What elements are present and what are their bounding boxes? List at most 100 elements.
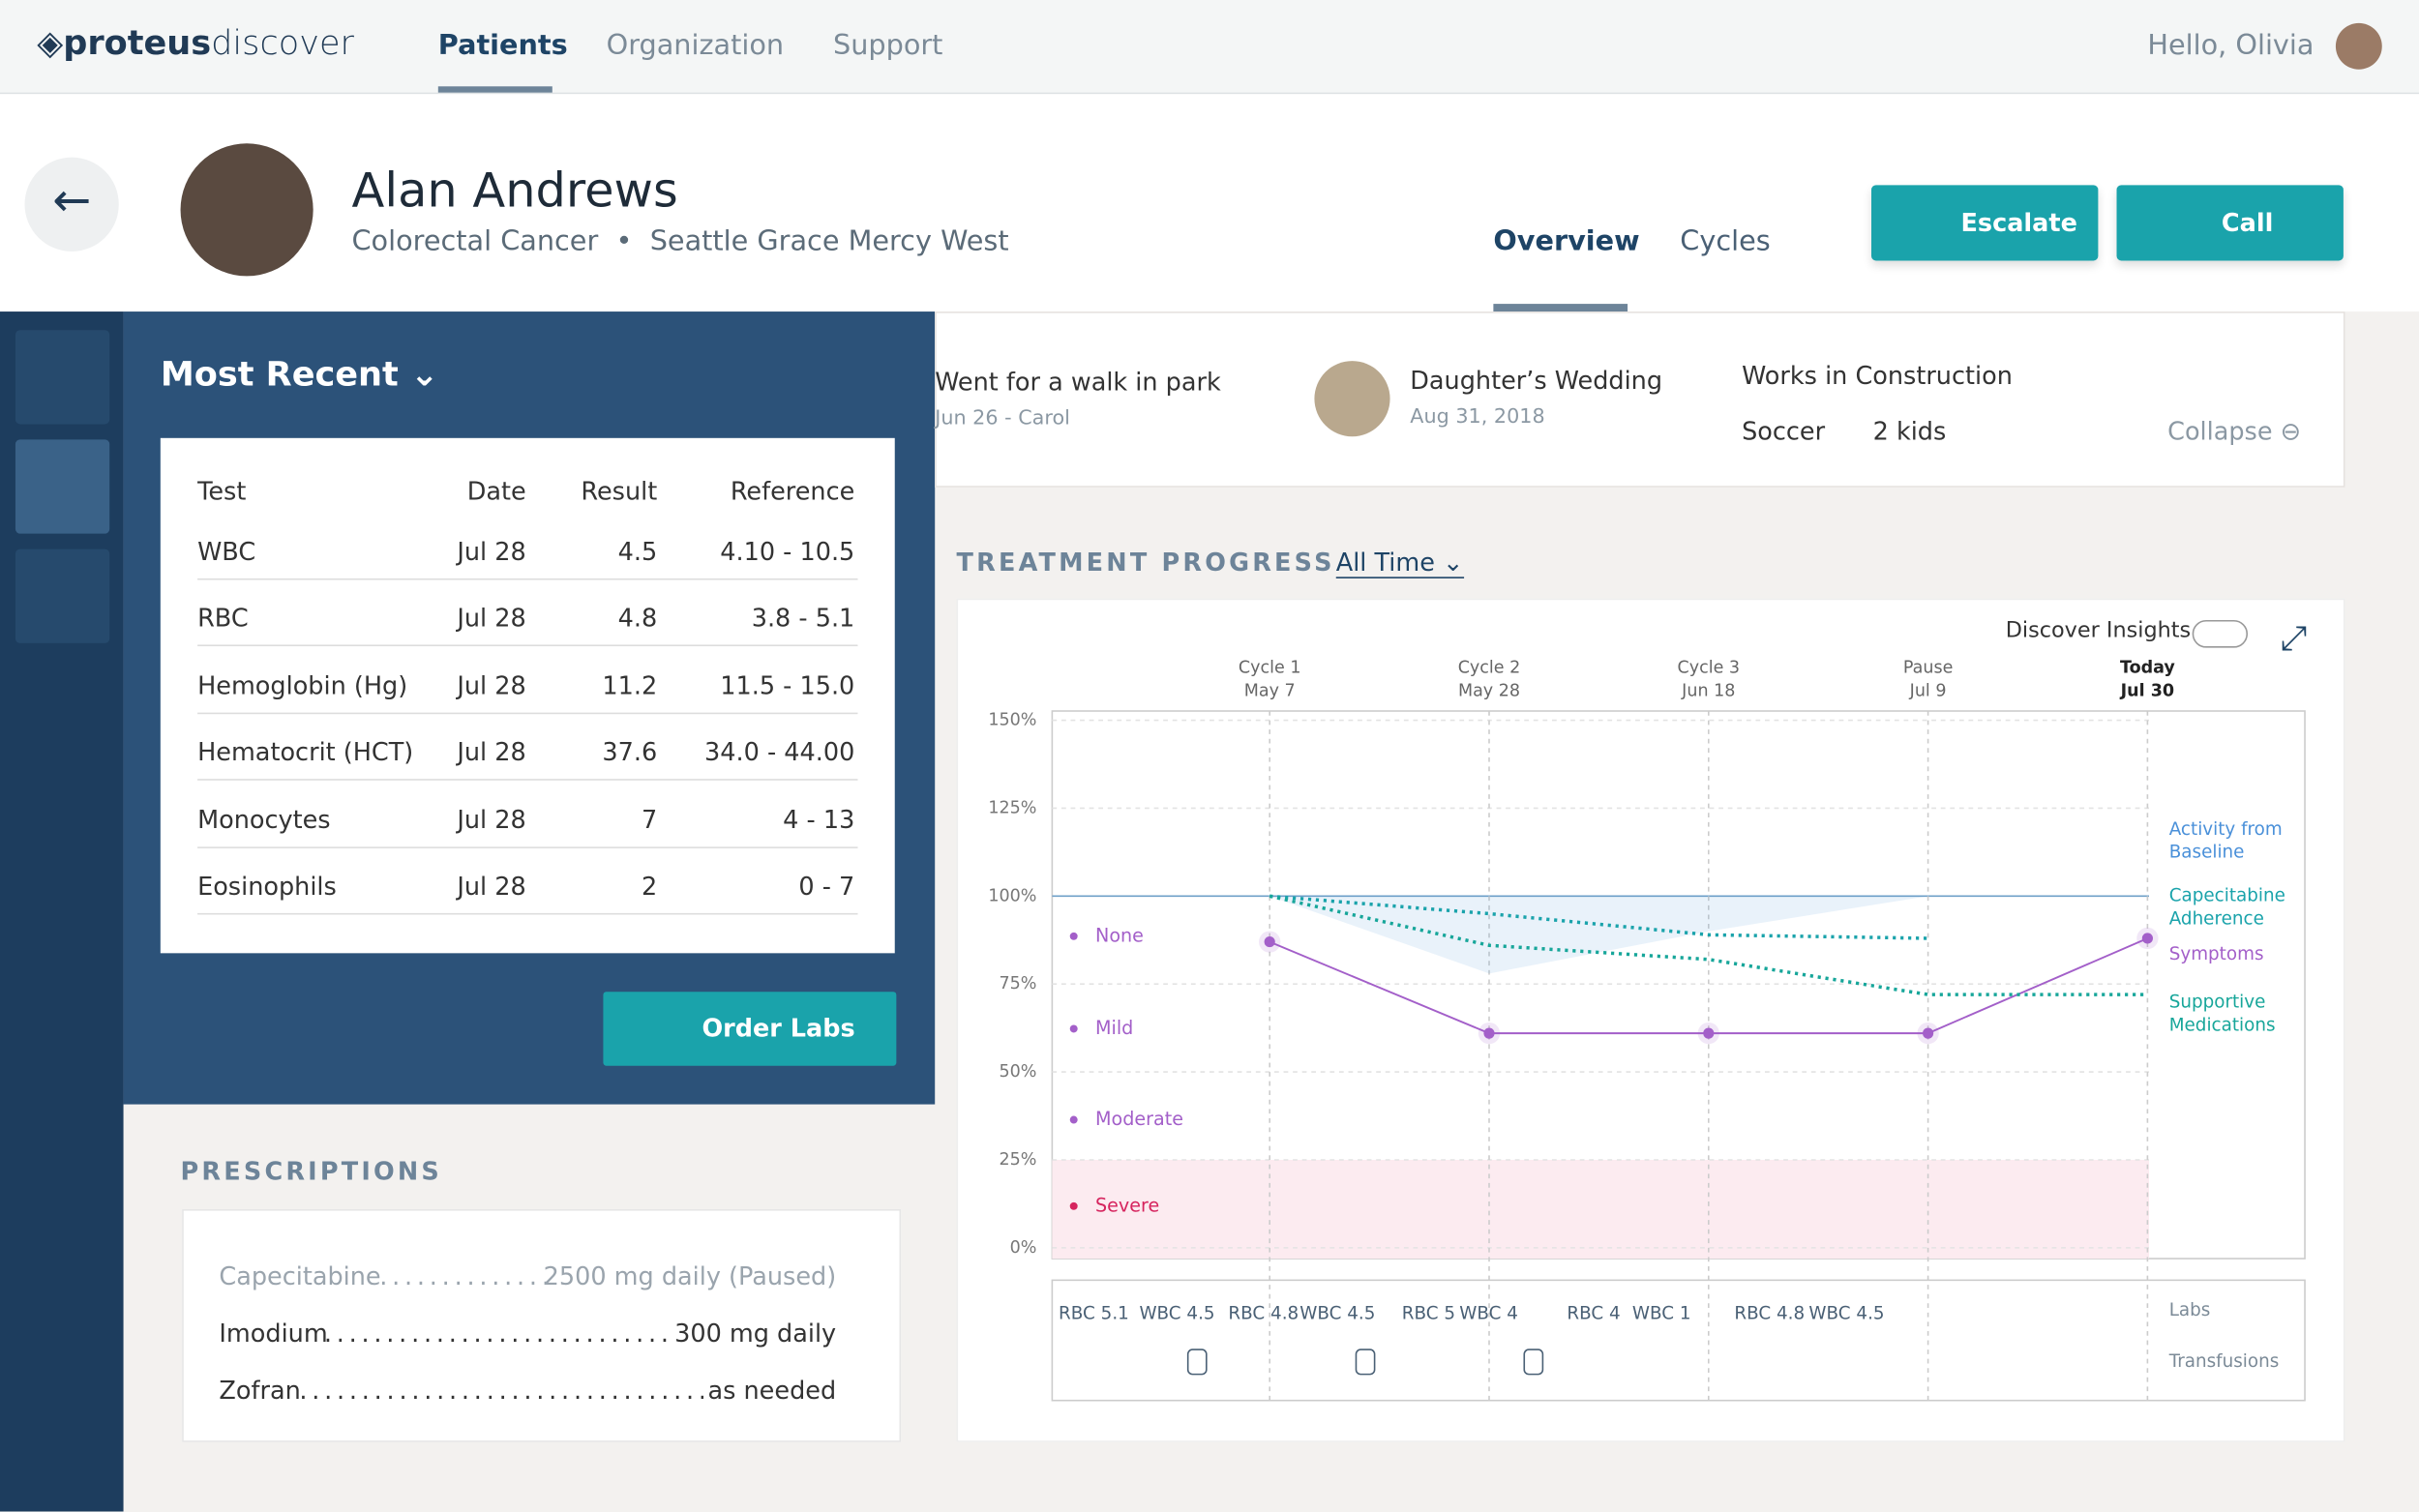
- note-text: Daughter’s Wedding: [1410, 365, 1663, 396]
- note-photo: [1314, 361, 1390, 437]
- nav-indicator: [437, 86, 552, 93]
- point: [1703, 1027, 1715, 1039]
- nav-link[interactable]: Support: [832, 29, 943, 62]
- lab-value: RBC 5.1: [1059, 1303, 1129, 1323]
- severity-dot: [1069, 1024, 1078, 1033]
- transfusion-icon: [1186, 1349, 1208, 1376]
- rx-dose: as needed: [707, 1376, 837, 1406]
- note-work: Works in Construction: [1742, 361, 2013, 391]
- toggle[interactable]: [2192, 619, 2249, 648]
- sidebar-item[interactable]: [15, 548, 110, 643]
- prescription-card: [182, 1209, 902, 1442]
- table-cell: Jul 28: [457, 536, 526, 567]
- table-cell: Jul 28: [457, 737, 526, 767]
- rx-name: Capecitabine: [219, 1261, 381, 1291]
- lab-value: RBC 4.8: [1734, 1303, 1805, 1323]
- table-cell: 34.0 - 44.00: [704, 737, 855, 767]
- table-cell: 11.5 - 15.0: [720, 670, 855, 700]
- transfusion-icon: [1523, 1349, 1544, 1376]
- collapse[interactable]: Collapse ⊖: [2167, 416, 2302, 446]
- rx-dose: 2500 mg daily (Paused): [543, 1261, 837, 1291]
- patient-info: Colorectal Cancer • Seattle Grace Mercy …: [351, 224, 1009, 258]
- rx-leader: ........................................…: [379, 1261, 549, 1291]
- cycle-date: Jul 30: [2120, 681, 2174, 700]
- cycle-date: Jul 9: [1909, 681, 1947, 700]
- y-tick-label: 150%: [988, 711, 1036, 730]
- severity-label: Moderate: [1095, 1108, 1183, 1130]
- y-tick-label: 50%: [999, 1062, 1036, 1082]
- table-cell: Jul 28: [457, 670, 526, 700]
- cycle-label: Cycle 3: [1678, 658, 1741, 677]
- legend-entry: Activity from Baseline: [2169, 819, 2283, 863]
- y-tick-label: 100%: [988, 886, 1036, 905]
- area: [1269, 896, 2148, 974]
- table-cell: Date: [466, 476, 526, 506]
- expand[interactable]: ⤢: [2280, 619, 2308, 659]
- table-cell: Result: [581, 476, 658, 506]
- tab[interactable]: Overview: [1493, 224, 1640, 258]
- row-divider: [197, 779, 858, 782]
- brand-bold: proteus: [63, 24, 212, 64]
- greeting: Hello, Olivia: [2147, 29, 2314, 62]
- button-label: Call: [2221, 208, 2274, 238]
- location: Seattle Grace Mercy West: [649, 224, 1009, 258]
- table-cell: 37.6: [602, 737, 658, 767]
- order-labs-button[interactable]: Order Labs: [603, 992, 897, 1066]
- row-label: Transfusions: [2168, 1351, 2280, 1372]
- sidebar-item[interactable]: [15, 330, 110, 425]
- cycle-label: Today: [2120, 658, 2175, 677]
- nav-link[interactable]: Organization: [606, 29, 785, 62]
- table-cell: Eosinophils: [197, 871, 337, 902]
- point: [1483, 1027, 1495, 1039]
- range-select[interactable]: All Time ⌄: [1335, 548, 1464, 578]
- tag: 2 kids: [1872, 416, 1947, 446]
- lab-value: WBC 4.5: [1808, 1303, 1884, 1323]
- table-cell: RBC: [197, 604, 249, 634]
- brand[interactable]: ◈proteusdiscover: [37, 24, 354, 64]
- severity-dot: [1069, 1201, 1078, 1210]
- labs-title[interactable]: Most Recent ⌄: [160, 356, 439, 396]
- nav-link[interactable]: Patients: [437, 29, 568, 62]
- table-cell: 2: [641, 871, 658, 902]
- range-label: All Time: [1335, 548, 1435, 578]
- table-cell: 0 - 7: [798, 871, 855, 902]
- table-cell: Reference: [730, 476, 855, 506]
- row-label: Labs: [2169, 1300, 2211, 1320]
- rx-leader: ........................................…: [323, 1319, 676, 1349]
- notes-card: [935, 311, 2345, 488]
- severe-band: [1052, 1159, 2149, 1260]
- labs-card: [160, 437, 895, 954]
- y-tick-label: 75%: [999, 974, 1036, 993]
- call-button[interactable]: Call: [2116, 185, 2344, 261]
- table-cell: Hemoglobin (Hg): [197, 670, 408, 700]
- row-divider: [197, 645, 858, 647]
- table-cell: Jul 28: [457, 871, 526, 902]
- point: [1264, 936, 1275, 948]
- nav-bar: [0, 0, 2419, 95]
- note-meta: Aug 31, 2018: [1410, 405, 1545, 430]
- brand-light: discover: [211, 24, 354, 64]
- table-cell: Monocytes: [197, 804, 331, 834]
- chart-card: [956, 598, 2345, 1442]
- severity-dot: [1069, 932, 1078, 940]
- cycle-label: Cycle 1: [1239, 658, 1301, 677]
- tab[interactable]: Cycles: [1680, 224, 1771, 258]
- back-button[interactable]: ←: [24, 157, 119, 252]
- sidebar-item[interactable]: [15, 439, 110, 534]
- table-cell: 7: [641, 804, 658, 834]
- avatar[interactable]: [2335, 22, 2382, 70]
- legend-entry: Supportive Medications: [2169, 992, 2276, 1035]
- y-tick-label: 25%: [999, 1150, 1036, 1170]
- cycle-label: Pause: [1903, 658, 1954, 677]
- condition: Colorectal Cancer: [351, 224, 599, 258]
- severity-label: Mild: [1095, 1017, 1133, 1039]
- transfusion-icon: [1355, 1349, 1376, 1376]
- table-cell: Jul 28: [457, 604, 526, 634]
- patient-name: Alan Andrews: [351, 163, 678, 220]
- tag: Soccer: [1742, 416, 1826, 446]
- escalate-button[interactable]: Escalate: [1871, 185, 2099, 261]
- row-divider: [197, 912, 858, 915]
- lab-value: WBC 4.5: [1139, 1303, 1214, 1323]
- tab-indicator: [1493, 304, 1628, 312]
